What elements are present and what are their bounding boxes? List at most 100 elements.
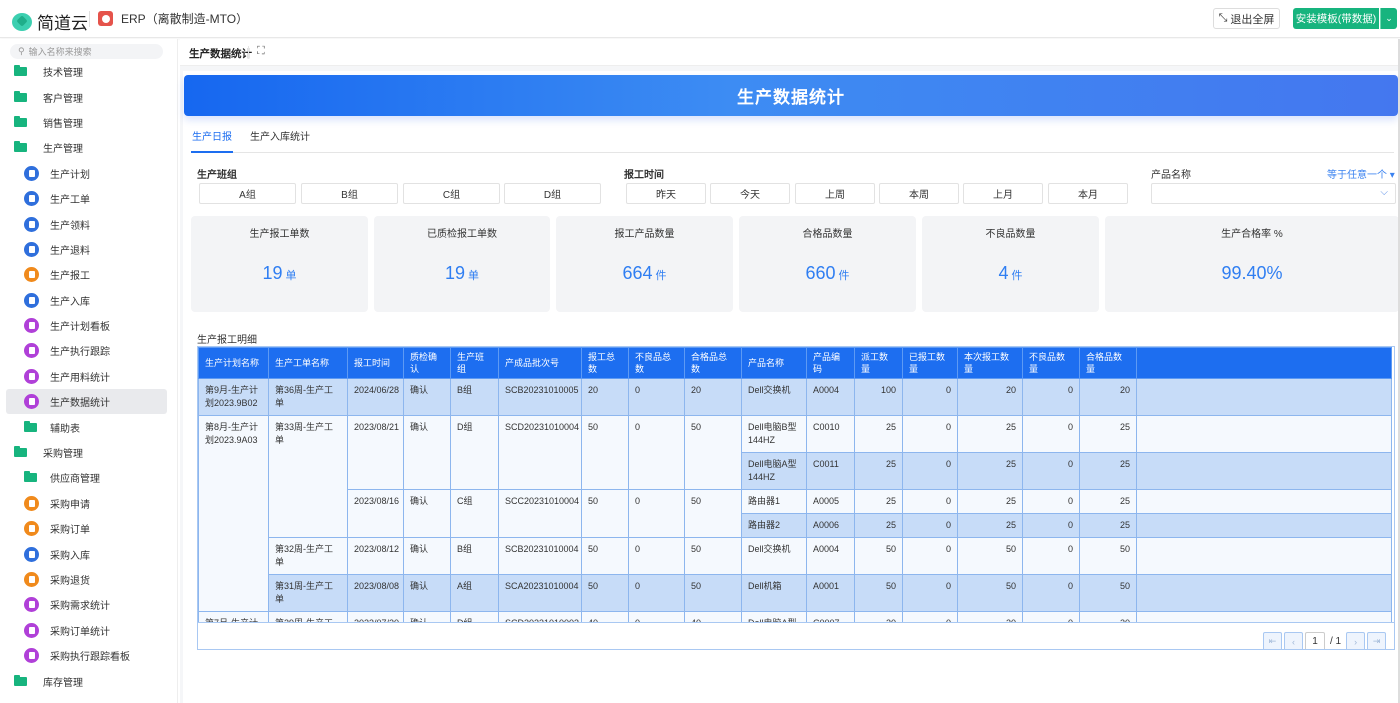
group-filter-b[interactable]: B组	[301, 183, 398, 204]
install-template-button[interactable]: 安装模板(带数据)	[1293, 8, 1379, 29]
sidebar-item[interactable]: 采购申请	[6, 491, 167, 516]
sidebar-item[interactable]: 采购执行跟踪看板	[6, 643, 167, 668]
column-header[interactable]: 产成品批次号	[498, 347, 582, 379]
group-filter-c[interactable]: C组	[403, 183, 500, 204]
time-filter-last-week[interactable]: 上周	[795, 183, 875, 204]
sidebar-item[interactable]: 采购入库	[6, 541, 167, 566]
column-header[interactable]: 生产工单名称	[268, 347, 348, 379]
fullscreen-icon[interactable]: ⛶	[257, 45, 265, 57]
logo-icon	[12, 12, 32, 31]
column-header[interactable]: 派工数量	[854, 347, 903, 379]
time-filter-yesterday[interactable]: 昨天	[626, 183, 706, 204]
column-header[interactable]: 报工总数	[581, 347, 629, 379]
table-row[interactable]: 第32周-生产工单 2023/08/12 确认 B组 SCB20231010004 50 0…	[199, 537, 1392, 575]
column-header[interactable]: 质检确认	[403, 347, 451, 379]
defect-cell: 0	[1022, 452, 1080, 490]
sidebar-item[interactable]: 技术管理	[6, 59, 167, 84]
sidebar-item[interactable]: 生产数据统计	[6, 389, 167, 415]
column-header[interactable]: 生产班组	[450, 347, 499, 379]
group-filter-a[interactable]: A组	[199, 183, 296, 204]
table-row[interactable]: 第8月-生产计划2023.9A03 第33周-生产工单 2023/08/21 确认 D组…	[198, 415, 1392, 612]
filler-cell	[1136, 537, 1392, 575]
group-filter-d[interactable]: D组	[504, 183, 601, 204]
report-time-cell: 2023/08/08	[347, 574, 404, 612]
sidebar-item[interactable]: 采购退货	[6, 567, 167, 592]
sidebar-search-input[interactable]: ⚲ 输入名称来搜索	[10, 44, 163, 59]
sidebar-item[interactable]: 生产计划看板	[6, 313, 167, 338]
column-header[interactable]: 不良品总数	[628, 347, 685, 379]
sidebar-item[interactable]: 生产工单	[6, 186, 167, 211]
column-header[interactable]: 已报工数量	[902, 347, 958, 379]
table-row[interactable]: 路由器2 A0006 25 0 25 0 25	[199, 513, 1392, 538]
report-batch-cell: SCD20231010004	[498, 415, 582, 490]
report-detail-table: 生产计划名称 生产工单名称 报工时间 质检确认 生产班组 产成品批次号 报工总数 不良品总数合…	[197, 346, 1395, 650]
table-row[interactable]: 2023/08/16 确认 C组 SCC20231010004 50 0 50 路由器1 A00…	[199, 489, 1392, 538]
column-header[interactable]: 生产计划名称	[198, 347, 269, 379]
sidebar-item[interactable]: 供应商管理	[6, 465, 167, 490]
sidebar-item[interactable]: 采购订单统计	[6, 618, 167, 643]
tab-daily-report[interactable]: 生产日报	[191, 131, 233, 153]
sidebar-item[interactable]: 库存管理	[6, 668, 167, 693]
sidebar-item[interactable]: 生产管理	[6, 135, 167, 160]
qualified-cell: 25	[1079, 513, 1137, 538]
breadcrumb-bar: 生产数据统计 ⛶	[180, 39, 1400, 66]
time-filter-this-week[interactable]: 本周	[879, 183, 959, 204]
page-total: / 1	[1330, 636, 1342, 647]
sidebar-item[interactable]: 采购管理	[6, 440, 167, 465]
folder-icon	[24, 471, 37, 483]
brand-logo[interactable]: 简道云	[12, 9, 88, 34]
sidebar-item[interactable]: 采购订单	[6, 516, 167, 541]
work-order-name-cell: 第36周-生产工单	[268, 378, 348, 416]
time-filter-today[interactable]: 今天	[710, 183, 790, 204]
report-qc-cell: 确认	[403, 489, 451, 538]
qualified-cell: 25	[1079, 452, 1137, 490]
scrollbar[interactable]	[1398, 39, 1400, 703]
stat-value: 664	[622, 263, 653, 283]
column-header[interactable]: 报工时间	[347, 347, 404, 379]
sidebar-item-label: 生产用料统计	[50, 372, 110, 384]
column-header[interactable]: 产品编码	[806, 347, 855, 379]
exit-fullscreen-button[interactable]: ⤡ 退出全屏	[1213, 8, 1280, 29]
sidebar-item[interactable]: 销售管理	[6, 110, 167, 135]
page-input[interactable]: 1	[1305, 632, 1325, 649]
next-page-button[interactable]: ›	[1346, 632, 1366, 649]
sidebar-item[interactable]: 生产执行跟踪	[6, 338, 167, 363]
table-row[interactable]: Dell电脑A型144HZ C0011 25 0 25 0 25	[199, 452, 1392, 490]
product-name-cell: Dell电脑B型144HZ	[741, 415, 807, 453]
reported-cell: 0	[902, 415, 958, 453]
column-header[interactable]: 本次报工数量	[957, 347, 1023, 379]
stat-value-row: 19 单	[374, 263, 550, 284]
time-filter-this-month[interactable]: 本月	[1048, 183, 1128, 204]
sidebar-item[interactable]: 辅助表	[6, 414, 167, 439]
column-header[interactable]: 不良品数量	[1022, 347, 1080, 379]
first-page-button[interactable]: ⇤	[1263, 632, 1282, 649]
page-banner: 生产数据统计	[184, 75, 1398, 116]
product-select[interactable]: ⌵	[1151, 183, 1396, 204]
install-dropdown-button[interactable]: ⌄	[1380, 8, 1397, 29]
stat-value: 19	[444, 263, 466, 283]
sidebar-item[interactable]: 客户管理	[6, 84, 167, 109]
sidebar-item[interactable]: 生产用料统计	[6, 364, 167, 389]
time-filter-last-month[interactable]: 上月	[963, 183, 1043, 204]
column-header[interactable]: 合格品总数	[684, 347, 742, 379]
column-header[interactable]: 合格品数量	[1079, 347, 1137, 379]
last-page-button[interactable]: ⇥	[1367, 632, 1387, 649]
prev-page-button[interactable]: ‹	[1284, 632, 1303, 649]
table-row[interactable]: 第9月-生产计划2023.9B02 第36周-生产工单 2024/06/28 确认 B组…	[198, 378, 1392, 416]
sidebar-item[interactable]: 生产入库	[6, 288, 167, 313]
workflow-icon	[24, 521, 39, 537]
sidebar-item[interactable]: 生产报工	[6, 262, 167, 287]
filler-cell	[1136, 489, 1392, 514]
sidebar-item[interactable]: 生产计划	[6, 161, 167, 186]
sidebar-item-label: 采购订单	[50, 525, 90, 537]
sidebar-item[interactable]: 生产退料	[6, 237, 167, 262]
sidebar-item[interactable]: 生产领料	[6, 211, 167, 236]
match-mode-dropdown[interactable]: 等于任意一个 ▾	[1327, 166, 1395, 181]
column-header[interactable]: 产品名称	[741, 347, 807, 379]
sidebar-item-label: 生产管理	[43, 144, 83, 156]
top-bar: 简道云 ERP（离散制造-MTO） ⤡ 退出全屏 安装模板(带数据) ⌄	[0, 0, 1400, 38]
table-row[interactable]: 第31周-生产工单 2023/08/08 确认 A组 SCA20231010004 50 0…	[199, 574, 1392, 612]
tab-inbound-stats[interactable]: 生产入库统计	[250, 132, 310, 143]
app-title[interactable]: ERP（离散制造-MTO）	[98, 10, 248, 27]
sidebar-item[interactable]: 采购需求统计	[6, 592, 167, 617]
